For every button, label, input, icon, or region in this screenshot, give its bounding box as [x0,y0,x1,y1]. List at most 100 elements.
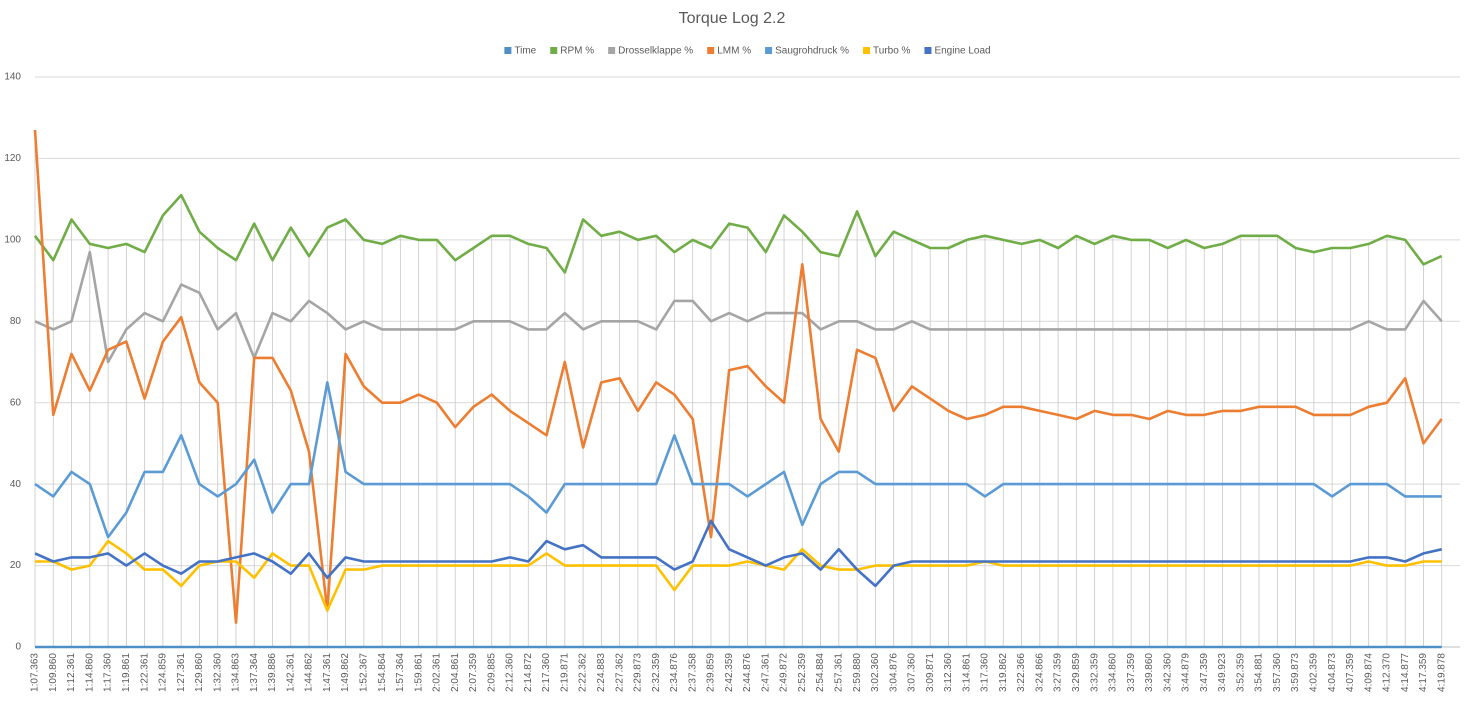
x-tick-label: 4:14.877 [1400,653,1411,692]
x-tick-label: 4:02.359 [1308,653,1319,692]
x-tick-label: 2:59.880 [852,653,863,692]
x-tick-label: 2:19.871 [559,653,570,692]
x-tick-label: 2:39.859 [706,653,717,692]
series-line [34,519,1442,588]
x-tick-label: 1:17.360 [103,653,114,692]
legend-label: Engine Load [934,46,990,57]
x-tick-label: 2:29.873 [633,653,644,692]
legend-label: Turbo % [873,46,911,57]
x-tick-label: 4:07.359 [1345,653,1356,692]
x-tick-label: 3:37.359 [1126,653,1137,692]
series-line [35,539,1442,612]
x-tick-label: 4:12.370 [1382,653,1393,692]
x-tick-label: 1:49.862 [340,653,351,692]
x-tick-label: 1:54.864 [377,653,388,692]
y-tick-label: 60 [10,397,22,408]
x-tick-label: 2:09.885 [486,653,497,692]
x-tick-label: 3:44.879 [1181,653,1192,692]
x-tick-label: 2:22.362 [578,653,589,692]
x-tick-label: 3:22.366 [1016,653,1027,692]
x-tick-label: 4:17.359 [1418,653,1429,692]
x-tick-label: 1:07.363 [30,653,41,692]
x-tick-label: 1:47.361 [322,653,333,692]
x-tick-label: 3:12.360 [943,653,954,692]
x-tick-label: 2:14.872 [523,653,534,692]
x-tick-label: 1:59.861 [413,653,424,692]
x-tick-label: 1:24.859 [158,653,169,692]
legend-swatch [608,47,616,54]
legend-swatch [550,47,558,54]
x-tick-label: 1:37.364 [249,653,260,692]
y-tick-label: 0 [15,642,21,653]
x-tick-label: 3:14.861 [961,653,972,692]
x-tick-label: 1:32.360 [212,653,223,692]
x-tick-label: 2:02.361 [432,653,443,692]
x-tick-label: 1:12.361 [66,653,77,692]
y-tick-label: 140 [4,72,21,83]
x-tick-label: 2:24.883 [596,653,607,692]
series-line [33,193,1443,274]
legend-label: Drosselklappe % [618,46,693,57]
x-tick-label: 3:27.359 [1053,653,1064,692]
x-tick-label: 4:19.878 [1436,653,1447,692]
series-line [33,129,1443,624]
legend-label: Saugrohdruck % [775,46,849,57]
y-tick-label: 120 [4,153,21,164]
x-tick-label: 2:42.359 [724,653,735,692]
x-tick-label: 1:52.367 [358,653,369,692]
x-tick-label: 3:04.876 [888,653,899,692]
x-tick-label: 3:24.866 [1034,653,1045,692]
x-tick-label: 3:34.860 [1108,653,1119,692]
legend-swatch [504,47,512,54]
x-tick-label: 1:42.361 [285,653,296,692]
x-tick-label: 3:19.862 [998,653,1009,692]
legend-label: Time [514,46,536,57]
legend-label: RPM % [560,46,594,57]
x-tick-label: 2:47.361 [760,653,771,692]
x-tick-label: 3:02.360 [870,653,881,692]
x-tick-label: 3:59.873 [1290,653,1301,692]
legend: Time RPM % Drosselklappe % LMM % Saugrohdruc… [504,46,991,57]
x-tick-label: 1:57.364 [395,653,406,692]
y-tick-label: 80 [10,316,22,327]
y-tick-label: 40 [10,479,22,490]
x-tick-label: 3:39.860 [1144,653,1155,692]
legend-swatch [707,47,715,54]
x-tick-label: 4:04.873 [1327,653,1338,692]
legend-swatch [924,47,932,54]
x-tick-label: 1:22.361 [139,653,150,692]
x-tick-label: 3:54.881 [1254,653,1265,692]
x-tick-label: 3:47.359 [1199,653,1210,692]
x-tick-label: 1:29.860 [194,653,205,692]
series-line [34,250,1443,364]
y-tick-label: 20 [10,560,22,571]
legend-swatch [765,47,773,54]
x-tick-label: 1:44.862 [304,653,315,692]
x-tick-label: 1:09.860 [48,653,59,692]
x-tick-label: 3:09.871 [925,653,936,692]
legend-label: LMM % [717,46,751,57]
series-line [34,381,1442,539]
x-tick-label: 2:12.360 [505,653,516,692]
x-tick-label: 2:34.876 [669,653,680,692]
x-tick-label: 3:52.359 [1235,653,1246,692]
x-tick-label: 2:54.884 [815,653,826,692]
x-tick-label: 2:17.360 [541,653,552,692]
x-tick-label: 2:27.362 [614,653,625,692]
x-tick-label: 1:34.863 [231,653,242,692]
x-tick-label: 2:04.861 [450,653,461,692]
x-tick-label: 3:57.360 [1272,653,1283,692]
x-tick-label: 3:29.859 [1071,653,1082,692]
legend-swatch [863,47,871,54]
y-tick-label: 100 [4,234,21,245]
x-tick-label: 2:49.872 [779,653,790,692]
x-tick-label: 2:07.359 [468,653,479,692]
x-tick-label: 3:42.360 [1162,653,1173,692]
x-tick-label: 3:32.359 [1089,653,1100,692]
x-tick-label: 1:14.860 [84,653,95,692]
chart-title: Torque Log 2.2 [679,10,786,27]
x-tick-label: 2:32.359 [651,653,662,692]
x-tick-label: 1:39.886 [267,653,278,692]
x-tick-label: 3:17.360 [980,653,991,692]
